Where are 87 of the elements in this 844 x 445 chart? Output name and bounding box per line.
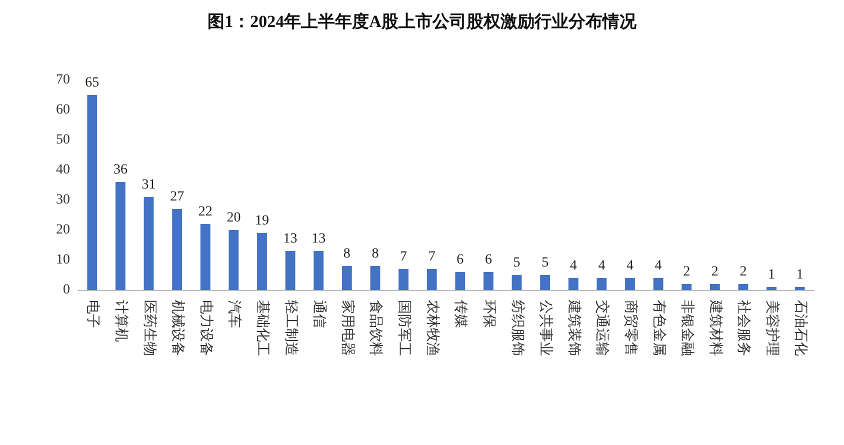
bar — [370, 266, 380, 290]
data-label: 4 — [654, 258, 662, 274]
chart-title: 图1：2024年上半年度A股上市公司股权激励行业分布情况 — [208, 12, 638, 31]
bar — [455, 272, 466, 290]
x-tick-label: 商贸零售 — [622, 300, 638, 356]
bar — [794, 287, 805, 290]
bar — [342, 266, 352, 290]
y-tick-label: 70 — [56, 72, 70, 88]
x-tick-label: 计算机 — [112, 300, 129, 342]
bar — [314, 251, 324, 290]
x-tick-label: 有色金属 — [650, 300, 667, 356]
data-label: 31 — [142, 178, 156, 192]
data-label: 6 — [456, 252, 464, 268]
x-tick-label: 纺织服饰 — [509, 300, 526, 356]
x-tick-label: 基础化工 — [254, 300, 270, 356]
y-tick-label: 40 — [56, 162, 70, 178]
data-label: 13 — [283, 232, 298, 246]
x-tick-label: 轻工制造 — [282, 300, 299, 356]
bar — [285, 251, 296, 290]
bar — [710, 284, 720, 290]
x-tick-label: 公共事业 — [538, 300, 554, 356]
data-label: 4 — [570, 258, 577, 274]
bar — [484, 272, 494, 290]
bar — [426, 269, 437, 290]
y-tick-label: 10 — [56, 252, 70, 268]
bar — [87, 95, 98, 290]
y-tick-label: 0 — [63, 282, 70, 298]
x-tick-label: 电力设备 — [198, 300, 214, 356]
bar — [228, 230, 239, 290]
x-tick-label: 机械设备 — [170, 300, 186, 356]
bar — [116, 182, 126, 290]
bar — [200, 224, 210, 290]
bar — [653, 278, 664, 290]
bar — [144, 197, 154, 290]
data-label: 5 — [513, 256, 520, 270]
bar — [540, 275, 550, 290]
data-label: 8 — [372, 246, 379, 262]
data-label: 8 — [343, 246, 350, 262]
data-label: 2 — [740, 264, 747, 280]
bar — [766, 287, 776, 290]
x-tick-label: 食品饮料 — [368, 300, 384, 356]
data-label: 13 — [312, 232, 326, 246]
bar — [682, 284, 692, 290]
data-label: 27 — [170, 190, 184, 204]
data-label: 36 — [113, 162, 128, 178]
y-tick-label: 20 — [56, 222, 70, 238]
x-tick-label: 非银金融 — [679, 300, 696, 356]
bar — [398, 269, 408, 290]
data-label: 2 — [683, 264, 690, 280]
data-label: 4 — [598, 258, 606, 274]
x-tick-label: 医药生物 — [141, 300, 158, 356]
x-tick-label: 电子 — [84, 300, 101, 328]
data-label: 19 — [255, 214, 269, 228]
x-tick-label: 社会服务 — [736, 300, 752, 356]
bar — [257, 233, 267, 290]
data-label: 6 — [484, 252, 492, 268]
y-tick-label: 60 — [56, 102, 70, 118]
x-tick-label: 汽车 — [226, 300, 242, 328]
bar — [625, 278, 635, 290]
data-label: 20 — [226, 210, 241, 226]
x-tick-label: 国防军工 — [396, 300, 412, 356]
data-label: 1 — [768, 268, 776, 282]
data-label: 1 — [796, 268, 804, 282]
x-tick-label: 通信 — [311, 300, 328, 328]
bar — [172, 209, 182, 290]
data-label: 5 — [542, 256, 549, 270]
bar — [596, 278, 607, 290]
y-tick-label: 50 — [56, 132, 70, 148]
bar — [568, 278, 578, 290]
x-tick-label: 交通运输 — [594, 300, 610, 356]
data-label: 22 — [198, 204, 212, 220]
x-tick-label: 美容护理 — [764, 300, 780, 356]
bar — [512, 275, 522, 290]
bar — [738, 284, 748, 290]
data-label: 7 — [400, 250, 408, 264]
x-tick-label: 传媒 — [452, 300, 469, 328]
data-label: 7 — [428, 250, 436, 264]
x-tick-label: 环保 — [480, 300, 497, 328]
data-label: 4 — [626, 258, 634, 274]
x-tick-label: 建筑材料 — [707, 299, 724, 356]
x-tick-label: 农林牧渔 — [424, 300, 440, 356]
x-tick-label: 石油石化 — [792, 300, 808, 356]
x-tick-label: 家用电器 — [339, 300, 356, 356]
y-tick-label: 30 — [56, 192, 70, 208]
data-label: 2 — [711, 264, 718, 280]
x-tick-label: 建筑装饰 — [566, 299, 582, 356]
data-label: 65 — [85, 76, 100, 90]
